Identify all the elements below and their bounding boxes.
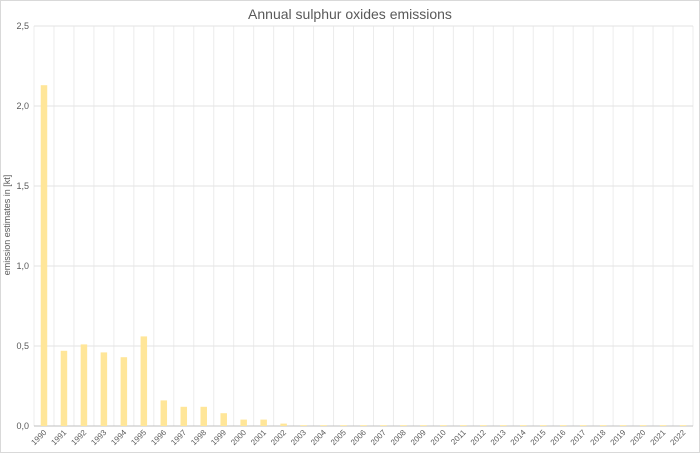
x-tick-label: 2019 xyxy=(609,428,628,447)
bar xyxy=(659,425,667,426)
x-tick-label: 2015 xyxy=(529,428,548,447)
y-tick-label: 1,0 xyxy=(16,261,29,271)
bar xyxy=(679,425,687,426)
bar xyxy=(260,419,267,426)
bar xyxy=(280,423,287,426)
bar xyxy=(460,425,467,426)
x-tick-label: 2017 xyxy=(569,428,588,447)
bar xyxy=(120,357,128,426)
bar xyxy=(400,425,407,426)
bar xyxy=(100,352,108,426)
y-tick-label: 0,5 xyxy=(16,341,29,351)
bar xyxy=(559,425,567,426)
x-tick-label: 2016 xyxy=(549,428,568,447)
y-tick-label: 1,5 xyxy=(16,181,29,191)
bar xyxy=(599,425,607,426)
bar xyxy=(420,425,427,426)
x-tick-label: 1992 xyxy=(69,428,88,447)
bar xyxy=(440,425,447,426)
x-tick-label: 1996 xyxy=(149,428,168,447)
y-axis-title: emission estimates in [kt] xyxy=(2,175,12,276)
y-tick-labels: 0,0 0,5 1,0 1,5 2,0 2,5 xyxy=(16,21,29,431)
x-tick-label: 1999 xyxy=(209,428,228,447)
y-tick-label: 2,5 xyxy=(16,21,29,31)
y-tick-label: 2,0 xyxy=(16,101,29,111)
x-tick-label: 2004 xyxy=(309,428,328,447)
bar xyxy=(500,425,507,426)
x-tick-label: 2008 xyxy=(389,428,408,447)
bar xyxy=(480,425,487,426)
bar xyxy=(579,425,587,426)
x-tick-label: 2005 xyxy=(329,428,348,447)
bar xyxy=(80,344,88,426)
x-tick-label: 2014 xyxy=(509,428,528,447)
x-tick-label: 2018 xyxy=(589,428,608,447)
bar xyxy=(320,425,327,426)
bar xyxy=(360,425,367,426)
x-tick-label: 2013 xyxy=(489,428,508,447)
bar xyxy=(60,350,68,426)
x-tick-label: 2022 xyxy=(668,428,687,447)
x-tick-label: 1997 xyxy=(169,428,188,447)
bar xyxy=(539,425,547,426)
x-tick-label: 2011 xyxy=(449,428,468,447)
x-tick-label: 1995 xyxy=(129,428,148,447)
x-tick-label: 2020 xyxy=(629,428,648,447)
bar xyxy=(180,406,188,426)
x-tick-label: 1991 xyxy=(49,428,68,447)
bar xyxy=(160,400,168,426)
bar xyxy=(300,425,307,426)
x-tick-label: 1998 xyxy=(189,428,208,447)
x-tick-label: 2021 xyxy=(649,428,668,447)
bar xyxy=(200,406,207,426)
x-tick-label: 2000 xyxy=(229,428,248,447)
x-tick-labels: 1990 1991 1992 1993 1994 1995 1996 1997 1998 1999… xyxy=(29,428,687,447)
x-tick-label: 2012 xyxy=(469,428,488,447)
bar xyxy=(619,425,627,426)
x-tick-label: 2003 xyxy=(289,428,308,447)
bar xyxy=(240,419,247,426)
x-tick-label: 2001 xyxy=(249,428,268,447)
bar xyxy=(140,336,148,426)
chart-title: Annual sulphur oxides emissions xyxy=(248,6,452,22)
bar xyxy=(340,425,347,426)
x-tick-label: 2009 xyxy=(409,428,428,447)
bar xyxy=(380,425,387,426)
bar xyxy=(520,425,527,426)
gridlines xyxy=(33,25,694,427)
x-tick-label: 2010 xyxy=(429,428,448,447)
x-tick-label: 1990 xyxy=(29,428,48,447)
bar xyxy=(220,413,227,426)
x-tick-label: 2007 xyxy=(369,428,388,447)
x-tick-label: 2006 xyxy=(349,428,368,447)
bars xyxy=(40,85,687,426)
x-tick-label: 1994 xyxy=(109,428,128,447)
x-tick-label: 2002 xyxy=(269,428,288,447)
x-tick-label: 1993 xyxy=(89,428,108,447)
bar xyxy=(639,425,647,426)
bar xyxy=(40,85,48,426)
y-tick-label: 0,0 xyxy=(16,421,29,431)
